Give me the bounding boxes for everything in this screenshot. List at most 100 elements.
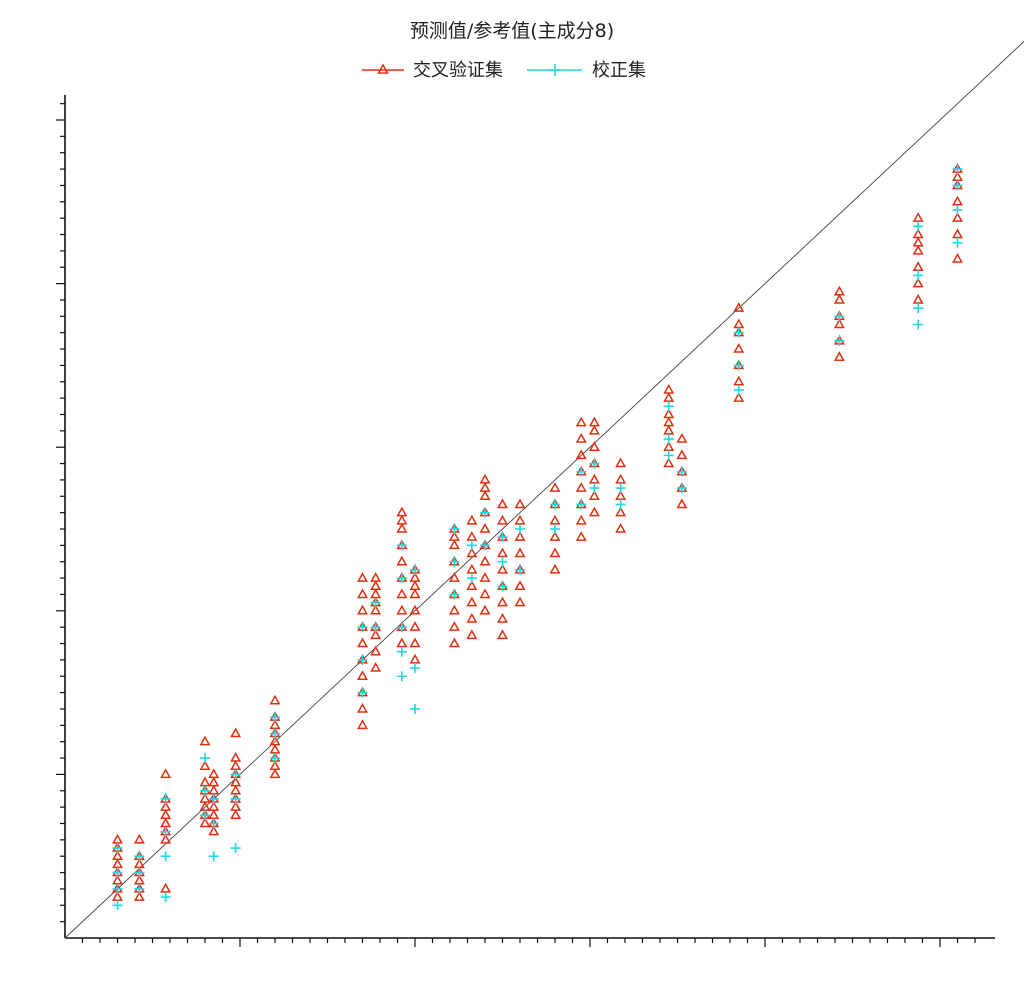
validation-point	[112, 833, 123, 844]
calibration-point	[357, 654, 368, 665]
calibration-point	[952, 237, 963, 248]
calibration-point	[200, 810, 210, 821]
validation-point	[396, 506, 408, 517]
validation-point	[615, 457, 627, 468]
calibration-point	[200, 785, 210, 796]
validation-point	[733, 375, 745, 386]
validation-point	[588, 441, 600, 451]
calibration-point	[208, 818, 219, 829]
validation-point	[588, 506, 600, 517]
validation-point	[160, 801, 172, 811]
calibration-point	[550, 524, 560, 534]
validation-point	[479, 522, 491, 533]
validation-point	[269, 719, 281, 730]
legend-item-validation[interactable]: 交叉验证集	[362, 60, 503, 81]
calibration-point	[230, 769, 241, 780]
validation-point	[409, 621, 421, 631]
validation-point	[357, 702, 368, 713]
validation-point	[357, 604, 368, 615]
validation-point	[549, 514, 561, 525]
chart-title: 预测值/参考值(主成分8)	[410, 20, 614, 42]
calibration-point	[913, 303, 924, 314]
validation-point	[208, 768, 220, 779]
validation-point	[479, 572, 491, 582]
validation-point	[370, 580, 382, 591]
validation-point	[370, 645, 382, 656]
validation-point	[497, 596, 508, 607]
validation-point	[160, 833, 172, 844]
validation-point	[370, 588, 382, 599]
validation-point	[466, 580, 478, 591]
validation-point	[497, 547, 508, 558]
calibration-point	[550, 499, 560, 510]
validation-point	[952, 253, 963, 263]
validation-point	[497, 514, 508, 525]
calibration-point	[160, 892, 171, 903]
validation-point	[448, 539, 460, 550]
legend-validation-triangle-icon	[377, 63, 389, 74]
calibration-point	[466, 540, 477, 551]
validation-point	[514, 531, 526, 541]
validation-point	[409, 604, 421, 615]
validation-point	[230, 809, 242, 820]
validation-point	[733, 392, 745, 402]
validation-point	[833, 293, 845, 304]
validation-point	[676, 449, 688, 460]
validation-point	[199, 735, 211, 746]
validation-point	[370, 662, 382, 672]
validation-point	[370, 572, 382, 582]
calibration-point	[480, 540, 490, 551]
calibration-point	[663, 401, 674, 412]
calibration-point	[112, 883, 123, 894]
calibration-point	[270, 753, 280, 764]
validation-point	[514, 547, 526, 558]
calibration-point	[270, 728, 280, 739]
legend-calibration-label: 校正集	[592, 60, 646, 81]
validation-point	[269, 743, 281, 754]
validation-point	[663, 383, 675, 394]
validation-point	[479, 555, 491, 566]
validation-point	[396, 637, 408, 648]
legend-item-calibration[interactable]: 校正集	[527, 60, 646, 81]
calibration-point	[134, 883, 145, 894]
x-axis-ticks	[81, 938, 976, 947]
validation-point	[733, 318, 745, 329]
validation-point	[952, 228, 963, 239]
validation-point	[208, 801, 220, 811]
validation-point	[396, 588, 408, 599]
validation-point	[479, 473, 491, 484]
validation-point	[357, 637, 368, 648]
validation-point	[575, 531, 587, 541]
series-validation-points	[112, 163, 963, 901]
validation-point	[575, 449, 587, 460]
validation-point	[396, 514, 408, 525]
series-calibration-points	[112, 164, 963, 911]
validation-point	[588, 490, 600, 501]
calibration-point	[200, 753, 210, 764]
calibration-point	[913, 319, 924, 330]
validation-point	[230, 727, 242, 738]
validation-point	[357, 719, 368, 730]
y-axis	[56, 95, 66, 938]
calibration-point	[515, 524, 525, 534]
validation-point	[549, 563, 561, 574]
validation-point	[663, 392, 675, 402]
calibration-point	[160, 793, 171, 804]
calibration-point	[396, 540, 407, 551]
calibration-point	[410, 663, 420, 674]
validation-point	[133, 891, 145, 901]
validation-point	[615, 490, 627, 501]
validation-point	[497, 563, 508, 574]
calibration-point	[357, 687, 368, 698]
calibration-point	[134, 867, 145, 878]
legend: 交叉验证集 校正集	[362, 60, 646, 81]
validation-point	[575, 432, 587, 443]
validation-point	[370, 629, 382, 640]
validation-point	[588, 416, 600, 427]
calibration-point	[230, 843, 241, 854]
validation-point	[575, 482, 587, 492]
validation-point	[833, 351, 845, 361]
validation-point	[549, 531, 561, 541]
calibration-point	[449, 524, 460, 534]
validation-point	[615, 522, 627, 533]
